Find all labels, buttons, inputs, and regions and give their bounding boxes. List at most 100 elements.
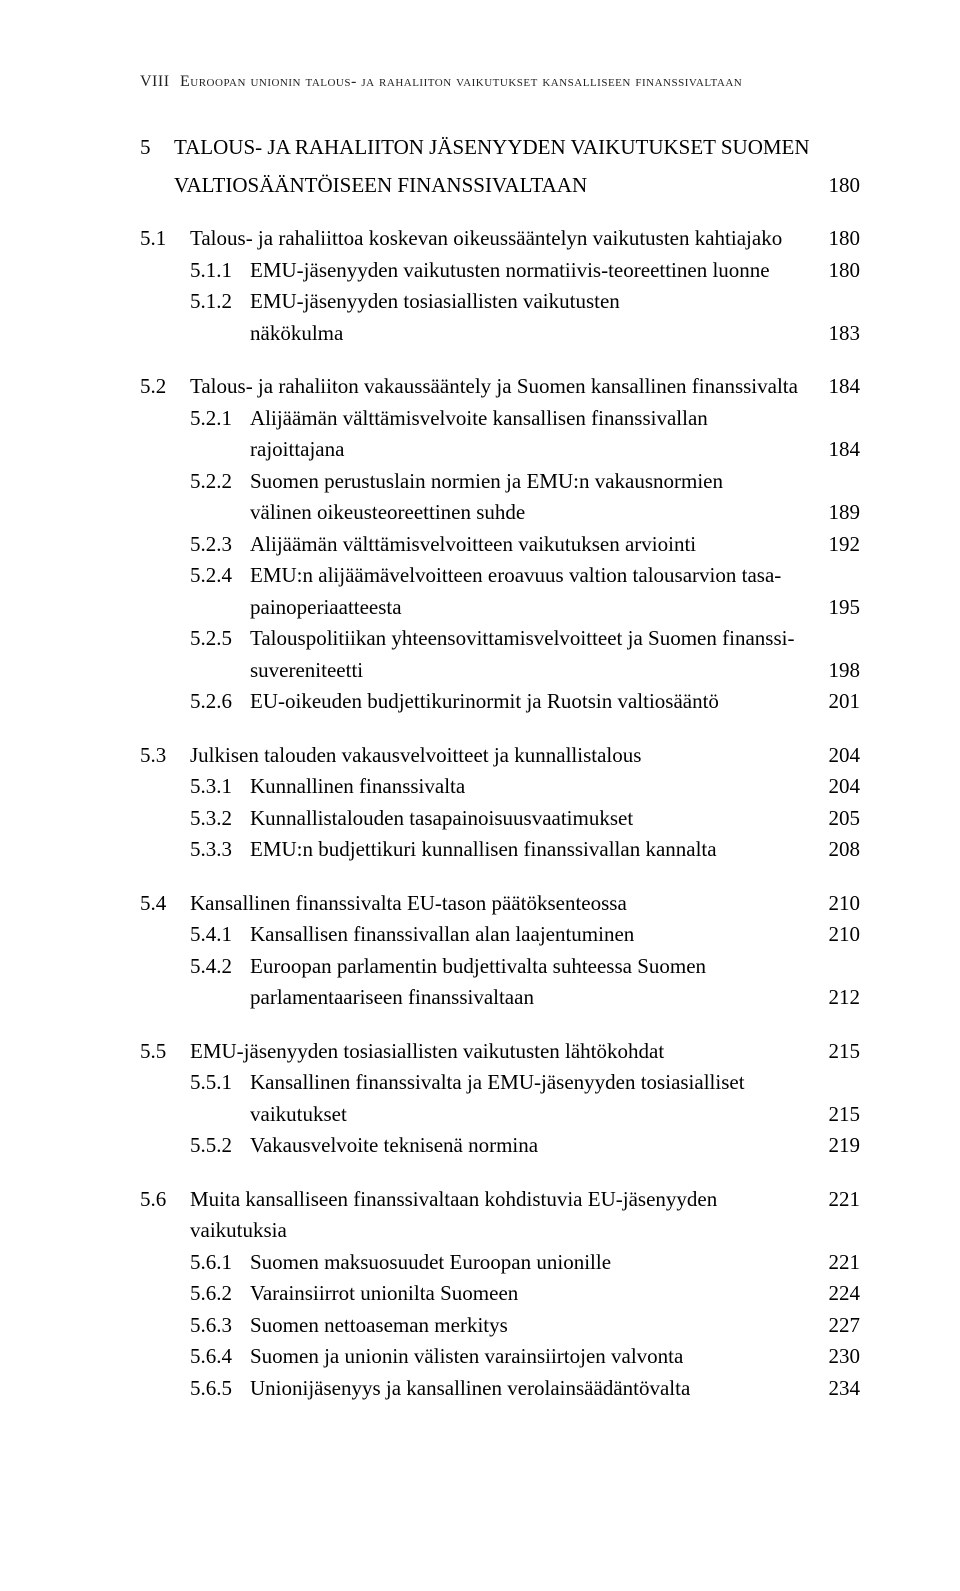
running-title: Euroopan unionin talous- ja rahaliiton v…	[180, 70, 742, 94]
subsection-page	[810, 560, 860, 592]
subsection-page	[810, 286, 860, 318]
section-number: 5.3	[140, 740, 190, 772]
subsection-label: näkökulma	[250, 318, 810, 350]
section-number: 5.4	[140, 888, 190, 920]
subsection-number: 5.3.1	[190, 771, 250, 803]
subsection-page: 230	[810, 1341, 860, 1373]
subsection-number: 5.6.3	[190, 1310, 250, 1342]
section-label: Muita kansalliseen finanssivaltaan kohdi…	[190, 1184, 810, 1247]
subsection-page: 210	[810, 919, 860, 951]
section-page: 204	[810, 740, 860, 772]
toc-subsection: 5.6.3Suomen nettoaseman merkitys227	[140, 1310, 860, 1342]
toc-subsection: 5.1.1EMU-jäsenyyden vaikutusten normatii…	[140, 255, 860, 287]
subsection-page: 219	[810, 1130, 860, 1162]
subsection-number: 5.6.4	[190, 1341, 250, 1373]
subsection-page: 201	[810, 686, 860, 718]
subsection-label: painoperiaatteesta	[250, 592, 810, 624]
toc-subsection: 5.4.1Kansallisen finanssivallan alan laa…	[140, 919, 860, 951]
subsection-page: 195	[810, 592, 860, 624]
subsection-label: parlamentaariseen finanssivaltaan	[250, 982, 810, 1014]
section-label: EMU-jäsenyyden tosiasiallisten vaikutust…	[190, 1036, 810, 1068]
subsection-page: 205	[810, 803, 860, 835]
subsection-number: 5.2.3	[190, 529, 250, 561]
subsection-label: Varainsiirrot unionilta Suomeen	[250, 1278, 810, 1310]
chapter-heading: 5 TALOUS- JA RAHALIITON JÄSENYYDEN VAIKU…	[140, 132, 860, 164]
subsection-number	[190, 318, 250, 350]
subsection-label: Kunnallinen finanssivalta	[250, 771, 810, 803]
subsection-number: 5.4.1	[190, 919, 250, 951]
subsection-number: 5.2.1	[190, 403, 250, 435]
toc-section: 5.5EMU-jäsenyyden tosiasiallisten vaikut…	[140, 1036, 860, 1068]
toc-subsection: 5.4.2Euroopan parlamentin budjettivalta …	[140, 951, 860, 983]
chapter-title-line2: VALTIOSÄÄNTÖISEEN FINANSSIVALTAAN	[174, 170, 810, 202]
toc-subsection: 5.6.1Suomen maksuosuudet Euroopan unioni…	[140, 1247, 860, 1279]
chapter-heading-line2: VALTIOSÄÄNTÖISEEN FINANSSIVALTAAN 180	[140, 170, 860, 202]
subsection-label: Kansallisen finanssivallan alan laajentu…	[250, 919, 810, 951]
toc-subsection: parlamentaariseen finanssivaltaan212	[140, 982, 860, 1014]
subsection-page: 212	[810, 982, 860, 1014]
subsection-number: 5.1.2	[190, 286, 250, 318]
subsection-label: Alijäämän välttämisvelvoite kansallisen …	[250, 403, 810, 435]
toc-subsection: 5.6.2Varainsiirrot unionilta Suomeen224	[140, 1278, 860, 1310]
section-number: 5.1	[140, 223, 190, 255]
subsection-label: välinen oikeusteoreettinen suhde	[250, 497, 810, 529]
subsection-page	[810, 466, 860, 498]
section-page: 184	[810, 371, 860, 403]
subsection-page: 208	[810, 834, 860, 866]
subsection-page: 180	[810, 255, 860, 287]
subsection-number: 5.6.5	[190, 1373, 250, 1405]
toc-section: 5.6Muita kansalliseen finanssivaltaan ko…	[140, 1184, 860, 1247]
subsection-label: rajoittajana	[250, 434, 810, 466]
subsection-number: 5.3.3	[190, 834, 250, 866]
subsection-page: 234	[810, 1373, 860, 1405]
subsection-page: 198	[810, 655, 860, 687]
toc-subsection: 5.5.2Vakausvelvoite teknisenä normina219	[140, 1130, 860, 1162]
toc-section: 5.3Julkisen talouden vakausvelvoitteet j…	[140, 740, 860, 772]
toc-subsection: 5.2.1Alijäämän välttämisvelvoite kansall…	[140, 403, 860, 435]
toc-subsection: painoperiaatteesta195	[140, 592, 860, 624]
subsection-number	[190, 655, 250, 687]
page-number-roman: VIII	[140, 70, 180, 94]
subsection-label: EMU-jäsenyyden vaikutusten normatiivis-t…	[250, 255, 810, 287]
toc-subsection: suvereniteetti198	[140, 655, 860, 687]
toc-subsection: 5.6.5Unionijäsenyys ja kansallinen verol…	[140, 1373, 860, 1405]
subsection-number	[190, 1099, 250, 1131]
subsection-number: 5.2.6	[190, 686, 250, 718]
subsection-page: 189	[810, 497, 860, 529]
toc-subsection: näkökulma183	[140, 318, 860, 350]
subsection-number: 5.3.2	[190, 803, 250, 835]
toc-page: VIII Euroopan unionin talous- ja rahalii…	[0, 0, 960, 1591]
subsection-label: vaikutukset	[250, 1099, 810, 1131]
chapter-number: 5	[140, 132, 174, 164]
subsection-number: 5.5.1	[190, 1067, 250, 1099]
subsection-page: 215	[810, 1099, 860, 1131]
subsection-label: Talouspolitiikan yhteensovittamisvelvoit…	[250, 623, 810, 655]
subsection-number: 5.6.2	[190, 1278, 250, 1310]
subsection-page	[810, 951, 860, 983]
toc-subsection: 5.2.5Talouspolitiikan yhteensovittamisve…	[140, 623, 860, 655]
subsection-label: EU-oikeuden budjettikurinormit ja Ruotsi…	[250, 686, 810, 718]
toc-subsection: 5.3.3EMU:n budjettikuri kunnallisen fina…	[140, 834, 860, 866]
section-page: 221	[810, 1184, 860, 1247]
section-page: 215	[810, 1036, 860, 1068]
subsection-page	[810, 623, 860, 655]
subsection-page	[810, 403, 860, 435]
subsection-label: Suomen nettoaseman merkitys	[250, 1310, 810, 1342]
subsection-label: Euroopan parlamentin budjettivalta suhte…	[250, 951, 810, 983]
subsection-page: 224	[810, 1278, 860, 1310]
toc-subsection: 5.2.3Alijäämän välttämisvelvoitteen vaik…	[140, 529, 860, 561]
subsection-page: 183	[810, 318, 860, 350]
subsection-label: Suomen perustuslain normien ja EMU:n vak…	[250, 466, 810, 498]
chapter-title-line1: TALOUS- JA RAHALIITON JÄSENYYDEN VAIKUTU…	[174, 132, 860, 164]
section-number: 5.2	[140, 371, 190, 403]
subsection-number	[190, 434, 250, 466]
toc-body: 5.1Talous- ja rahaliittoa koskevan oikeu…	[140, 223, 860, 1404]
subsection-label: Suomen ja unionin välisten varainsiirtoj…	[250, 1341, 810, 1373]
toc-subsection: välinen oikeusteoreettinen suhde189	[140, 497, 860, 529]
subsection-page: 184	[810, 434, 860, 466]
toc-subsection: 5.2.4EMU:n alijäämävelvoitteen eroavuus …	[140, 560, 860, 592]
section-number: 5.5	[140, 1036, 190, 1068]
subsection-label: Suomen maksuosuudet Euroopan unionille	[250, 1247, 810, 1279]
toc-subsection: vaikutukset215	[140, 1099, 860, 1131]
subsection-label: EMU:n alijäämävelvoitteen eroavuus valti…	[250, 560, 810, 592]
